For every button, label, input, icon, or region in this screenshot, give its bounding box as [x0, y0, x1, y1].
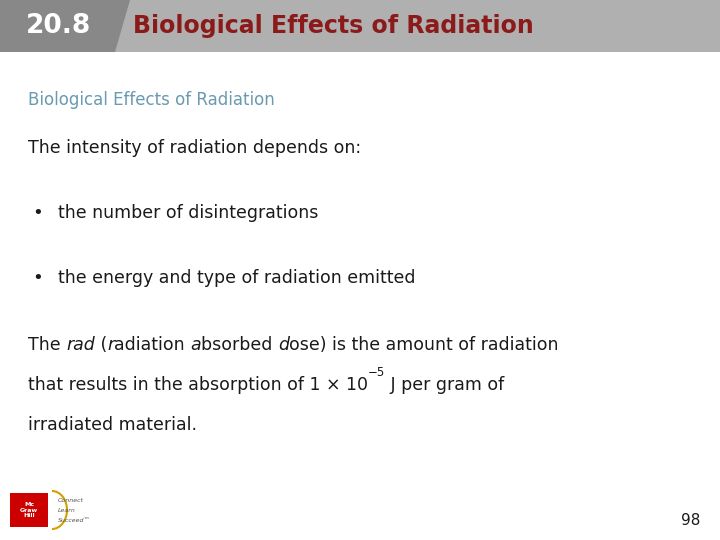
Text: rad: rad [66, 336, 95, 354]
Text: Succeed™: Succeed™ [58, 517, 91, 523]
Text: 98: 98 [680, 513, 700, 528]
Text: J per gram of: J per gram of [385, 376, 505, 394]
Text: (: ( [95, 336, 107, 354]
Text: •: • [32, 269, 43, 287]
Text: r: r [107, 336, 114, 354]
Text: ose) is the amount of radiation: ose) is the amount of radiation [289, 336, 559, 354]
Text: bsorbed: bsorbed [201, 336, 278, 354]
Text: The: The [28, 336, 66, 354]
Bar [10, 493, 48, 527]
Text: that results in the absorption of 1 × 10: that results in the absorption of 1 × 10 [28, 376, 368, 394]
Text: Biological Effects of Radiation: Biological Effects of Radiation [133, 14, 534, 38]
Text: •: • [32, 204, 43, 222]
Text: Connect: Connect [58, 497, 84, 503]
Polygon shape [0, 0, 130, 52]
Text: the number of disintegrations: the number of disintegrations [58, 204, 318, 222]
Text: the energy and type of radiation emitted: the energy and type of radiation emitted [58, 269, 415, 287]
Bar [115, 0, 720, 52]
Text: −5: −5 [368, 367, 385, 380]
Text: adiation: adiation [114, 336, 190, 354]
Text: d: d [278, 336, 289, 354]
Text: 20.8: 20.8 [25, 13, 91, 39]
Text: Mc
Graw
Hill: Mc Graw Hill [20, 502, 38, 518]
Text: The intensity of radiation depends on:: The intensity of radiation depends on: [28, 139, 361, 157]
Text: Learn: Learn [58, 508, 76, 512]
Text: a: a [190, 336, 201, 354]
Text: Biological Effects of Radiation: Biological Effects of Radiation [28, 91, 275, 109]
Text: irradiated material.: irradiated material. [28, 416, 197, 434]
